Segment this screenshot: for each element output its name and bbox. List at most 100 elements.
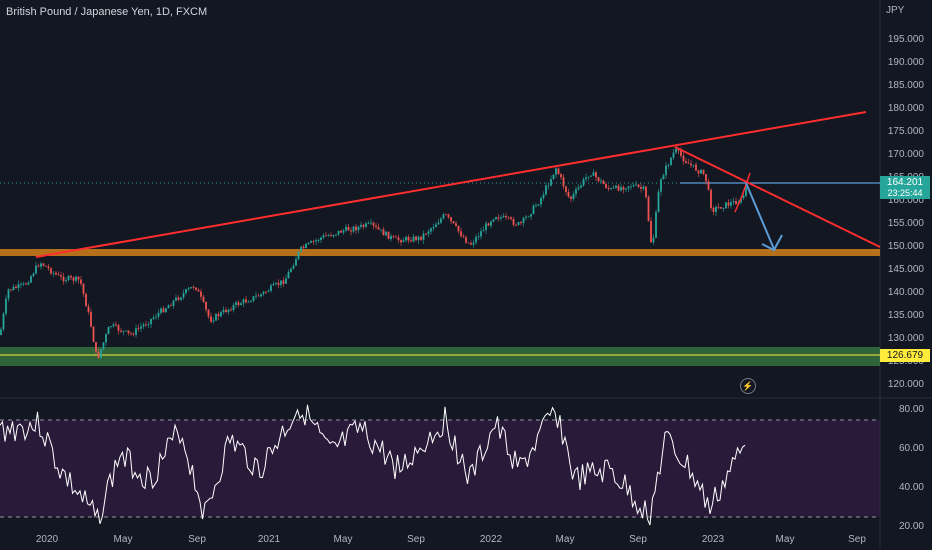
candle-body: [205, 302, 207, 310]
candle-body: [432, 227, 435, 229]
candle-body: [75, 276, 77, 281]
time-tick: May: [775, 534, 795, 545]
candle-body: [82, 283, 85, 294]
price-tick: 145.000: [887, 264, 924, 275]
projection-arrow[interactable]: [745, 182, 775, 250]
candle-body: [607, 188, 610, 189]
candle-body: [35, 265, 37, 274]
candle-body: [525, 216, 527, 218]
descending-trendline[interactable]: [674, 146, 881, 248]
candle-body: [20, 283, 22, 285]
candle-body: [605, 184, 607, 189]
candle-body: [497, 217, 500, 219]
candle-body: [127, 330, 130, 334]
candle-body: [65, 280, 67, 282]
candle-body: [327, 235, 330, 237]
candle-body: [335, 234, 337, 236]
candle-body: [350, 230, 352, 232]
candle-body: [492, 219, 495, 222]
candle-body: [465, 237, 467, 243]
candle-body: [660, 179, 662, 192]
candle-body: [662, 175, 665, 180]
candle-body: [572, 193, 575, 199]
lightning-icon[interactable]: ⚡: [740, 378, 756, 394]
candle-body: [195, 287, 197, 290]
candle-body: [137, 328, 140, 330]
candle-body: [535, 205, 537, 207]
candle-body: [345, 226, 347, 231]
candle-body: [210, 316, 212, 322]
candle-body: [250, 300, 252, 302]
current-price-badge: 164.201 23:25:44: [880, 176, 930, 199]
candle-body: [57, 274, 60, 276]
candle-body: [555, 168, 557, 175]
candle-body: [727, 202, 730, 206]
candle-body: [540, 198, 542, 205]
candle-body: [157, 312, 160, 317]
candle-body: [487, 223, 490, 226]
price-tick: 180.000: [887, 103, 924, 114]
candle-body: [517, 222, 520, 225]
candle-body: [155, 316, 157, 318]
upper-trendline[interactable]: [35, 111, 867, 258]
candle-body: [30, 276, 32, 283]
candle-body: [602, 180, 605, 185]
candle-body: [735, 201, 737, 205]
candle-body: [255, 295, 257, 297]
candle-body: [502, 215, 505, 218]
candle-body: [215, 313, 217, 321]
candle-body: [472, 242, 475, 245]
candle-body: [260, 294, 262, 297]
red-zigzag[interactable]: [734, 172, 751, 213]
candle-body: [590, 175, 592, 177]
candle-body: [135, 328, 137, 335]
candle-body: [282, 280, 285, 284]
candle-body: [280, 280, 282, 285]
candle-body: [390, 235, 392, 240]
candle-body: [125, 330, 127, 332]
candle-body: [85, 293, 87, 307]
candle-body: [317, 239, 320, 241]
candle-body: [485, 223, 487, 231]
candle-body: [92, 326, 95, 342]
candle-body: [685, 161, 687, 163]
candle-body: [440, 218, 442, 223]
candle-body: [470, 243, 472, 245]
orange-resistance-zone[interactable]: [0, 249, 880, 256]
candle-body: [287, 271, 290, 279]
candle-body: [505, 215, 507, 218]
candle-body: [312, 241, 315, 242]
candle-body: [745, 187, 747, 196]
candle-body: [697, 170, 700, 174]
candle-body: [77, 276, 80, 280]
candle-body: [262, 291, 265, 295]
candle-body: [500, 217, 502, 219]
green-support-zone[interactable]: [0, 347, 880, 366]
candle-body: [690, 163, 692, 166]
candle-body: [702, 169, 705, 175]
candle-body: [597, 177, 600, 182]
price-tick: 175.000: [887, 126, 924, 137]
candle-body: [675, 148, 677, 153]
candle-body: [450, 217, 452, 222]
candle-body: [397, 237, 400, 241]
rsi-tick: 60.00: [898, 443, 924, 454]
candle-body: [560, 174, 562, 178]
candle-body: [407, 236, 410, 241]
candle-body: [372, 222, 375, 226]
candle-body: [112, 324, 115, 327]
candle-body: [222, 309, 225, 313]
candle-body: [665, 165, 667, 176]
candle-body: [640, 186, 642, 189]
candle-body: [657, 191, 660, 213]
candle-body: [740, 198, 742, 203]
candle-body: [55, 272, 57, 275]
candle-body: [240, 303, 242, 306]
price-tick: 170.000: [887, 149, 924, 160]
candle-body: [295, 259, 297, 266]
candle-body: [207, 309, 210, 317]
candle-body: [460, 231, 462, 237]
candle-body: [190, 286, 192, 289]
price-tick: 120.000: [887, 379, 924, 390]
